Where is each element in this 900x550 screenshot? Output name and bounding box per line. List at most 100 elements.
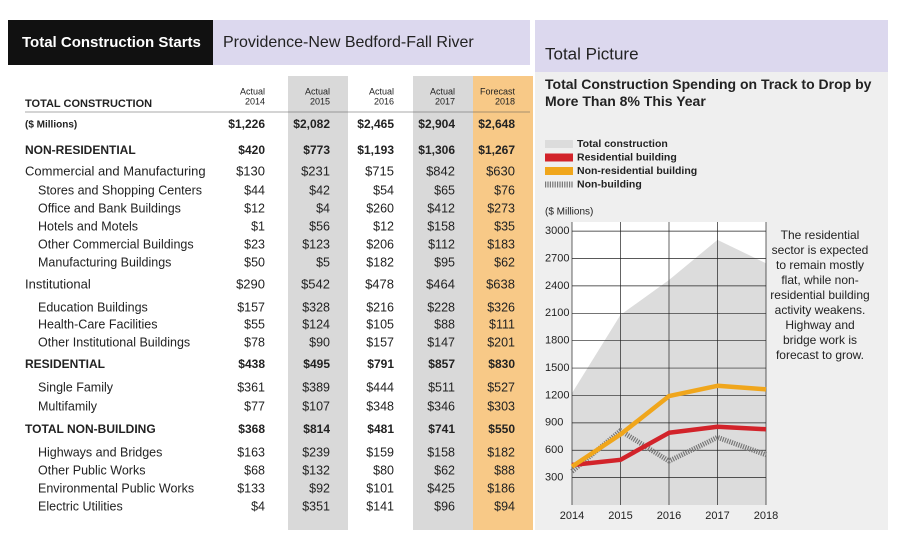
annotation: The residential sector is expected to re… bbox=[770, 228, 870, 362]
x-tick-label: 2014 bbox=[560, 510, 584, 522]
cell: $412 bbox=[427, 201, 455, 215]
legend-swatch bbox=[545, 153, 573, 162]
cell: $303 bbox=[487, 399, 515, 413]
cell: $62 bbox=[494, 255, 515, 269]
legend-swatch bbox=[545, 167, 573, 175]
title-box bbox=[8, 20, 213, 65]
cell: $550 bbox=[488, 422, 515, 436]
cell: $42 bbox=[309, 183, 330, 197]
cell: $78 bbox=[244, 335, 265, 349]
cell: $141 bbox=[366, 499, 394, 513]
row-label: ($ Millions) bbox=[25, 120, 77, 131]
cell: $147 bbox=[427, 335, 455, 349]
cell: $92 bbox=[309, 481, 330, 495]
row-label: Multifamily bbox=[38, 399, 98, 413]
row-label: RESIDENTIAL bbox=[25, 357, 105, 371]
row-label: Single Family bbox=[38, 380, 114, 394]
line bbox=[571, 424, 767, 468]
cell: $90 bbox=[309, 335, 330, 349]
cell: $478 bbox=[365, 276, 394, 291]
cell: $80 bbox=[373, 463, 394, 477]
cell: $348 bbox=[366, 399, 394, 413]
column-year: 2014 bbox=[245, 96, 265, 106]
cell: $96 bbox=[434, 499, 455, 513]
line bbox=[570, 383, 767, 469]
row-label: Manufacturing Buildings bbox=[38, 255, 171, 269]
cell: $290 bbox=[236, 276, 265, 291]
hatched-line bbox=[570, 427, 767, 474]
column-label: Actual bbox=[430, 86, 455, 96]
cell: $368 bbox=[238, 422, 265, 436]
y-tick-label: 600 bbox=[545, 444, 563, 456]
y-tick-label: 2700 bbox=[545, 252, 569, 264]
legend-swatch bbox=[545, 140, 573, 148]
cell: $351 bbox=[302, 499, 330, 513]
cell: $186 bbox=[487, 481, 515, 495]
cell: $23 bbox=[244, 237, 265, 251]
column-year: 2015 bbox=[310, 96, 330, 106]
legend-label: Non-building bbox=[577, 178, 642, 190]
cell: $157 bbox=[366, 335, 394, 349]
panel-title: Total Picture bbox=[545, 44, 639, 63]
cell: $54 bbox=[373, 183, 394, 197]
cell: $495 bbox=[303, 357, 330, 371]
row-label: Stores and Shopping Centers bbox=[38, 183, 202, 197]
column-label: Actual bbox=[240, 86, 265, 96]
cell: $4 bbox=[316, 201, 330, 215]
cell: $4 bbox=[251, 499, 265, 513]
row-label: Other Institutional Buildings bbox=[38, 335, 190, 349]
y-tick-label: 1800 bbox=[545, 335, 569, 347]
cell: $438 bbox=[238, 357, 265, 371]
cell: $1,193 bbox=[357, 143, 394, 157]
cell: $389 bbox=[302, 380, 330, 394]
row-label: Hotels and Motels bbox=[38, 219, 138, 233]
cell: $741 bbox=[428, 422, 455, 436]
cell: $1,267 bbox=[478, 143, 515, 157]
cell: $65 bbox=[434, 183, 455, 197]
annotation-box: The residential sector is expected to re… bbox=[770, 228, 870, 362]
cell: $133 bbox=[237, 481, 265, 495]
cell: $56 bbox=[309, 219, 330, 233]
cell: $107 bbox=[302, 399, 330, 413]
cell: $830 bbox=[488, 357, 515, 371]
cell: $842 bbox=[426, 163, 455, 178]
column-label: Forecast bbox=[480, 86, 516, 96]
row-label: Electric Utilities bbox=[38, 499, 123, 513]
cell: $95 bbox=[434, 255, 455, 269]
cell: $361 bbox=[237, 380, 265, 394]
cell: $326 bbox=[487, 300, 515, 314]
region-box bbox=[213, 20, 530, 65]
cell: $420 bbox=[238, 143, 265, 157]
cell: $328 bbox=[302, 300, 330, 314]
cell: $158 bbox=[427, 445, 455, 459]
cell: $239 bbox=[302, 445, 330, 459]
cell: $206 bbox=[366, 237, 394, 251]
cell: $638 bbox=[486, 276, 515, 291]
row-label: TOTAL NON-BUILDING bbox=[25, 422, 156, 436]
cell: $50 bbox=[244, 255, 265, 269]
column-year: 2017 bbox=[435, 96, 455, 106]
cell: $5 bbox=[316, 255, 330, 269]
cell: $527 bbox=[487, 380, 515, 394]
cell: $105 bbox=[366, 317, 394, 331]
row-label: Other Public Works bbox=[38, 463, 145, 477]
row-label: Institutional bbox=[25, 276, 91, 291]
row-label: Office and Bank Buildings bbox=[38, 201, 181, 215]
cell: $88 bbox=[494, 463, 515, 477]
cell: $158 bbox=[427, 219, 455, 233]
row-label: Environmental Public Works bbox=[38, 481, 194, 495]
cell: $346 bbox=[427, 399, 455, 413]
cell: $94 bbox=[494, 499, 515, 513]
cell: $112 bbox=[428, 237, 455, 251]
x-tick-label: 2017 bbox=[705, 510, 729, 522]
cell: $481 bbox=[367, 422, 394, 436]
cell: $123 bbox=[302, 237, 330, 251]
cell: $12 bbox=[244, 201, 265, 215]
cell: $12 bbox=[373, 219, 394, 233]
plot bbox=[570, 222, 767, 506]
cell: $77 bbox=[244, 399, 265, 413]
cell: $464 bbox=[426, 276, 455, 291]
cell: $76 bbox=[494, 183, 515, 197]
cell: $201 bbox=[487, 335, 515, 349]
